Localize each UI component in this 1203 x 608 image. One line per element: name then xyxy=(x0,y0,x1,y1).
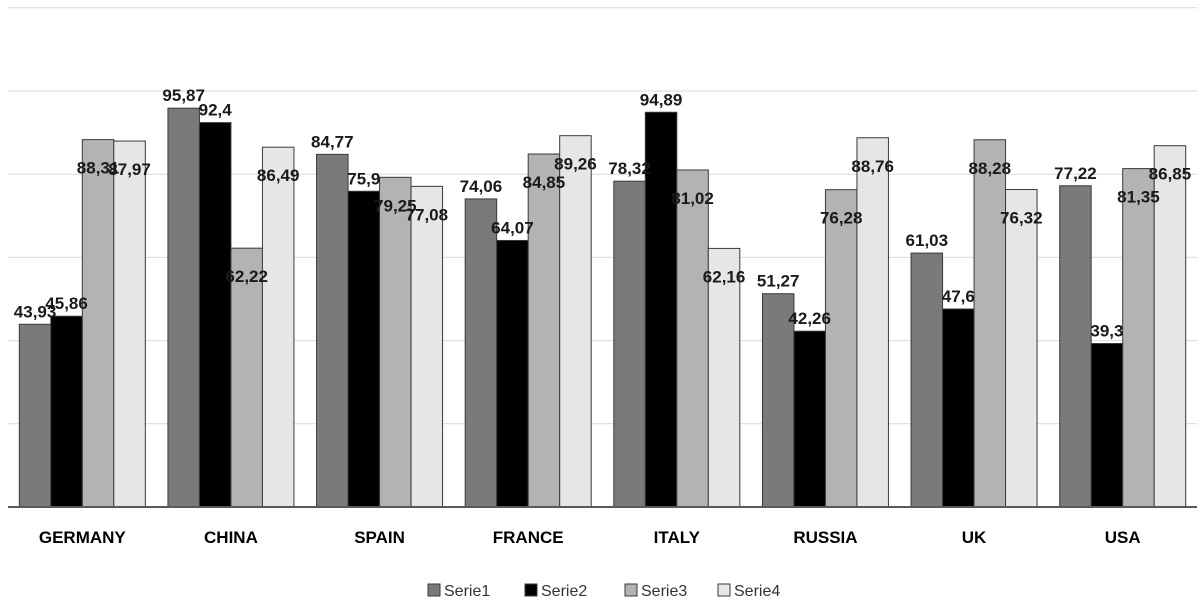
bar-serie4-china xyxy=(261,146,295,508)
bar-serie2-italy xyxy=(644,111,678,508)
bar-serie4-germany xyxy=(113,140,146,508)
bar-serie3-france xyxy=(527,153,561,508)
legend: Serie1 Serie2 Serie3 Serie4 xyxy=(427,583,780,600)
data-label: 77,08 xyxy=(406,205,449,224)
data-label: 42,26 xyxy=(788,309,831,328)
bar-serie3-italy xyxy=(676,169,709,508)
bars xyxy=(18,107,1187,508)
data-label: 74,06 xyxy=(460,177,503,196)
data-label: 86,85 xyxy=(1149,165,1192,184)
data-label: 61,03 xyxy=(906,231,949,250)
bar-serie2-usa xyxy=(1090,343,1124,508)
data-label: 86,49 xyxy=(257,166,300,185)
bar-serie2-spain xyxy=(347,190,381,508)
category-label: USA xyxy=(1105,528,1141,547)
category-labels: GERMANY CHINA SPAIN FRANCE ITALY RUSSIA UK USA xyxy=(39,528,1141,547)
data-label: 62,22 xyxy=(225,267,268,286)
category-label: SPAIN xyxy=(354,528,405,547)
data-label: 39,3 xyxy=(1090,322,1123,341)
bar-serie4-uk xyxy=(1005,189,1038,508)
data-label: 81,02 xyxy=(671,189,714,208)
bar-serie4-france xyxy=(559,135,592,508)
legend-label-serie1: Serie1 xyxy=(444,583,490,600)
bar-serie3-uk xyxy=(973,139,1007,508)
bar-serie1-usa xyxy=(1059,185,1092,508)
data-label: 89,26 xyxy=(554,155,597,174)
bar-serie1-uk xyxy=(910,252,944,508)
data-label: 88,31 xyxy=(77,159,120,178)
data-label: 92,4 xyxy=(199,101,233,120)
legend-swatch-serie2 xyxy=(524,583,538,597)
bar-serie2-russia xyxy=(793,330,826,508)
legend-label-serie4: Serie4 xyxy=(734,583,780,600)
bar-serie3-china xyxy=(230,247,263,508)
data-label: 76,32 xyxy=(1000,209,1043,228)
bar-serie3-russia xyxy=(824,189,858,508)
bar-serie1-italy xyxy=(613,180,646,508)
bar-serie3-usa xyxy=(1122,168,1155,508)
bar-serie2-uk xyxy=(942,308,975,508)
bar-serie3-germany xyxy=(81,139,115,508)
legend-swatch-serie4 xyxy=(717,583,731,597)
data-label: 64,07 xyxy=(491,218,534,237)
bar-serie3-spain xyxy=(379,176,412,508)
bar-serie2-germany xyxy=(50,315,83,508)
data-label: 47,6 xyxy=(942,287,975,306)
data-label: 78,32 xyxy=(608,159,651,178)
bar-serie1-germany xyxy=(18,323,52,508)
data-label: 94,89 xyxy=(640,90,683,109)
legend-swatch-serie1 xyxy=(427,583,441,597)
data-label: 84,85 xyxy=(523,173,566,192)
category-label: ITALY xyxy=(654,528,701,547)
bar-serie4-russia xyxy=(856,137,889,508)
data-label: 77,22 xyxy=(1054,164,1097,183)
bar-serie1-china xyxy=(167,107,200,508)
category-label: CHINA xyxy=(204,528,258,547)
bar-serie4-spain xyxy=(410,185,444,508)
category-label: GERMANY xyxy=(39,528,127,547)
data-label: 43,93 xyxy=(14,302,57,321)
legend-label-serie3: Serie3 xyxy=(641,583,687,600)
legend-label-serie2: Serie2 xyxy=(541,583,587,600)
data-label: 95,87 xyxy=(162,86,205,105)
category-label: UK xyxy=(962,528,987,547)
bar-serie2-china xyxy=(198,122,232,508)
data-label: 79,25 xyxy=(374,196,417,215)
bar-serie2-france xyxy=(496,239,529,508)
bar-serie1-spain xyxy=(316,153,349,508)
bar-serie1-france xyxy=(464,198,498,508)
data-label: 62,16 xyxy=(703,267,746,286)
data-label: 51,27 xyxy=(757,272,800,291)
bar-serie1-russia xyxy=(761,293,795,508)
data-label: 81,35 xyxy=(1117,188,1160,207)
data-label: 88,76 xyxy=(851,157,894,176)
data-label: 45,86 xyxy=(45,294,88,313)
bar-serie4-usa xyxy=(1153,145,1187,508)
data-label: 84,77 xyxy=(311,132,354,151)
data-label: 88,28 xyxy=(969,159,1012,178)
bar-serie4-italy xyxy=(707,247,741,508)
legend-swatch-serie3 xyxy=(624,583,638,597)
category-label: RUSSIA xyxy=(793,528,857,547)
data-label: 87,97 xyxy=(108,160,151,179)
data-label: 75,9 xyxy=(347,169,380,188)
category-label: FRANCE xyxy=(493,528,564,547)
data-label: 76,28 xyxy=(820,209,863,228)
